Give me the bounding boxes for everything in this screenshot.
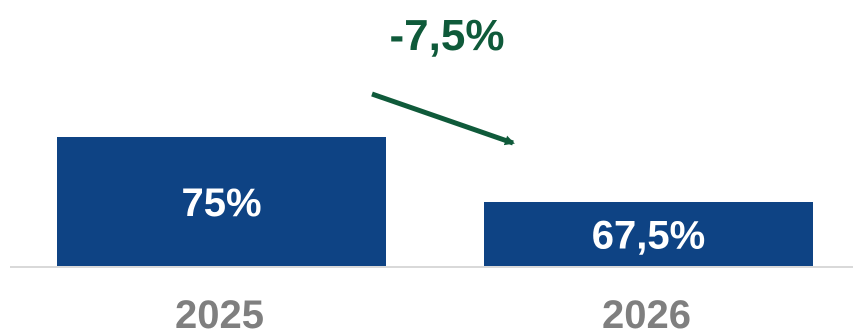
data-label-2025: 75%	[181, 181, 261, 225]
data-label-2026: 67,5%	[592, 214, 705, 258]
bar-2025	[57, 137, 386, 267]
category-label-2026: 2026	[602, 293, 691, 331]
decrease-arrow	[371, 91, 515, 146]
bar-2026	[484, 202, 813, 267]
category-label-2025: 2025	[175, 293, 264, 331]
change-annotation: -7,5%	[390, 11, 505, 60]
